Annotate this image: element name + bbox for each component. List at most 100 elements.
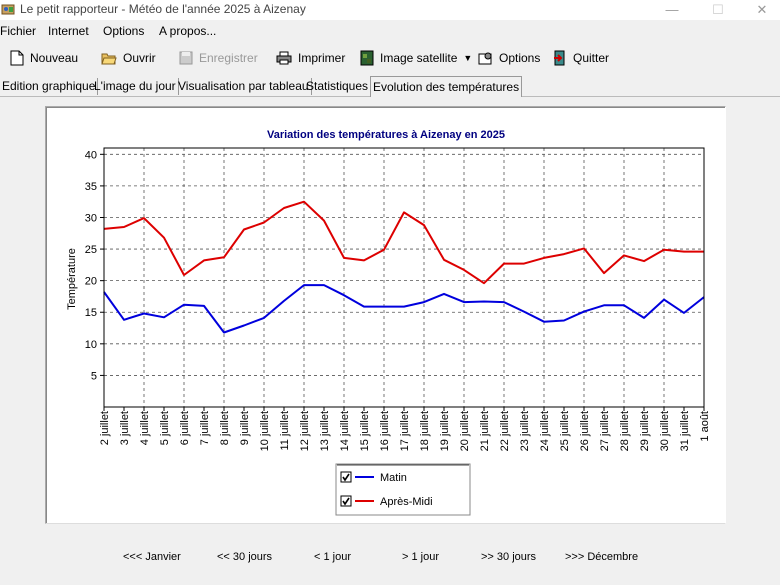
nav-decembre[interactable]: >>> Décembre bbox=[565, 551, 639, 563]
x-tick-label: 2 juillet bbox=[99, 411, 111, 445]
menu-bar: Fichier Internet Options A propos... bbox=[0, 21, 780, 41]
nav-back-1-day[interactable]: < 1 jour bbox=[314, 551, 351, 563]
x-tick-label: 5 juillet bbox=[159, 411, 171, 445]
menu-fichier[interactable]: Fichier bbox=[0, 24, 37, 38]
x-tick-label: 26 juillet bbox=[579, 411, 591, 451]
tab-evolution-temperatures[interactable]: Evolution des températures bbox=[370, 76, 523, 97]
grid bbox=[104, 148, 704, 407]
series-line-matin bbox=[103, 284, 705, 334]
minimize-button[interactable]: — bbox=[665, 2, 679, 17]
open-folder-icon bbox=[101, 53, 117, 65]
series-lines bbox=[103, 200, 705, 334]
series-line-apres-midi bbox=[103, 200, 704, 285]
y-tick-label: 25 bbox=[85, 244, 97, 256]
tab-image-du-jour[interactable]: L'image du jour bbox=[92, 78, 179, 95]
x-tick-label: 27 juillet bbox=[599, 411, 611, 451]
x-tick-label: 30 juillet bbox=[659, 411, 671, 451]
new-button[interactable]: Nouveau bbox=[10, 49, 78, 67]
x-tick-label: 9 juillet bbox=[239, 411, 251, 445]
x-tick-label: 8 juillet bbox=[219, 411, 231, 445]
chart-title: Variation des températures à Aizenay en … bbox=[267, 129, 505, 141]
maximize-button[interactable]: ☐ bbox=[712, 2, 724, 17]
save-button[interactable]: Enregistrer bbox=[179, 49, 258, 67]
x-tick-label: 3 juillet bbox=[119, 411, 131, 445]
legend-checkbox-apres-midi[interactable] bbox=[340, 495, 352, 507]
options-button[interactable]: Options bbox=[478, 49, 540, 67]
legend-label-matin: Matin bbox=[380, 472, 407, 484]
new-label: Nouveau bbox=[30, 51, 79, 65]
legend-box bbox=[335, 463, 471, 516]
y-tick-label: 20 bbox=[85, 276, 97, 288]
check-icon bbox=[342, 497, 350, 506]
x-tick-label: 10 juillet bbox=[259, 411, 271, 451]
legend: Matin Après-Midi bbox=[335, 463, 471, 516]
x-axis-ticks: 2 juillet 3 juillet 4 juillet 5 juillet 6 ju… bbox=[99, 407, 711, 451]
tab-bar: Edition graphique L'image du jour Visual… bbox=[0, 76, 780, 97]
new-file-icon bbox=[10, 50, 24, 66]
y-axis-label: Température bbox=[66, 248, 78, 310]
nav-back-30-days[interactable]: << 30 jours bbox=[217, 551, 273, 563]
window-title: Le petit rapporteur - Météo de l'année 2… bbox=[20, 2, 306, 16]
x-tick-label: 7 juillet bbox=[199, 411, 211, 445]
satellite-image-button[interactable]: Image satellite ▼ bbox=[360, 49, 472, 67]
nav-forward-30-days[interactable]: >> 30 jours bbox=[481, 551, 537, 563]
menu-a-propos[interactable]: A propos... bbox=[159, 24, 217, 38]
save-label: Enregistrer bbox=[199, 51, 258, 65]
tab-visualisation-tableau[interactable]: Visualisation par tableau bbox=[176, 78, 312, 95]
title-bar: Le petit rapporteur - Météo de l'année 2… bbox=[0, 0, 780, 20]
save-disk-icon bbox=[179, 51, 193, 65]
x-tick-label: 17 juillet bbox=[399, 411, 411, 451]
tab-statistiques[interactable]: Statistiques bbox=[304, 78, 372, 95]
y-tick-label: 35 bbox=[85, 181, 97, 193]
chart-panel: Variation des températures à Aizenay en … bbox=[45, 106, 726, 524]
quit-button[interactable]: Quitter bbox=[553, 49, 609, 67]
temperature-chart: Variation des températures à Aizenay en … bbox=[66, 129, 711, 516]
x-tick-label: 22 juillet bbox=[499, 411, 511, 451]
printer-icon bbox=[276, 51, 292, 65]
legend-label-apres-midi: Après-Midi bbox=[380, 496, 433, 508]
x-tick-label: 31 juillet bbox=[679, 411, 691, 451]
satellite-label: Image satellite bbox=[380, 51, 458, 65]
y-tick-label: 40 bbox=[85, 149, 97, 161]
satellite-icon bbox=[360, 50, 374, 66]
x-tick-label: 6 juillet bbox=[179, 411, 191, 445]
x-tick-label: 15 juillet bbox=[359, 411, 371, 451]
exit-door-icon bbox=[554, 50, 565, 66]
y-tick-label: 5 bbox=[91, 370, 97, 382]
y-tick-label: 10 bbox=[85, 339, 97, 351]
check-icon bbox=[342, 473, 350, 482]
tab-edition-graphique[interactable]: Edition graphique bbox=[0, 78, 99, 95]
nav-forward-1-day[interactable]: > 1 jour bbox=[402, 551, 439, 563]
x-tick-label: 12 juillet bbox=[299, 411, 311, 451]
options-icon bbox=[478, 52, 492, 64]
dropdown-arrow-icon[interactable]: ▼ bbox=[463, 53, 473, 63]
print-button[interactable]: Imprimer bbox=[276, 49, 345, 67]
x-tick-label: 28 juillet bbox=[619, 411, 631, 451]
menu-internet[interactable]: Internet bbox=[48, 24, 89, 38]
toolbar: Nouveau Ouvrir Enregistrer Imprimer Imag… bbox=[0, 44, 780, 72]
nav-janvier[interactable]: <<< Janvier bbox=[123, 551, 181, 563]
y-tick-label: 30 bbox=[85, 212, 97, 224]
navigation-bar: <<< Janvier << 30 jours < 1 jour > 1 jou… bbox=[0, 551, 780, 571]
app-icon bbox=[1, 4, 15, 15]
x-tick-label: 24 juillet bbox=[539, 411, 551, 451]
open-button[interactable]: Ouvrir bbox=[101, 49, 156, 67]
x-tick-label: 29 juillet bbox=[639, 411, 651, 451]
x-tick-label: 4 juillet bbox=[139, 411, 151, 445]
x-tick-label: 1 août bbox=[699, 411, 711, 442]
menu-options[interactable]: Options bbox=[103, 24, 145, 38]
x-tick-label: 20 juillet bbox=[459, 411, 471, 451]
x-tick-label: 25 juillet bbox=[559, 411, 571, 451]
y-axis-ticks: 5 10 15 20 25 30 35 40 bbox=[85, 149, 104, 382]
plot-border bbox=[103, 147, 705, 408]
y-tick-label: 15 bbox=[85, 307, 97, 319]
x-tick-label: 19 juillet bbox=[439, 411, 451, 451]
close-button[interactable]: ✕ bbox=[756, 2, 768, 17]
x-tick-label: 14 juillet bbox=[339, 411, 351, 451]
x-tick-label: 11 juillet bbox=[279, 411, 291, 451]
x-tick-label: 16 juillet bbox=[379, 411, 391, 451]
x-tick-label: 21 juillet bbox=[479, 411, 491, 451]
print-label: Imprimer bbox=[298, 51, 346, 65]
quit-label: Quitter bbox=[573, 51, 610, 65]
legend-checkbox-matin[interactable] bbox=[340, 471, 352, 483]
